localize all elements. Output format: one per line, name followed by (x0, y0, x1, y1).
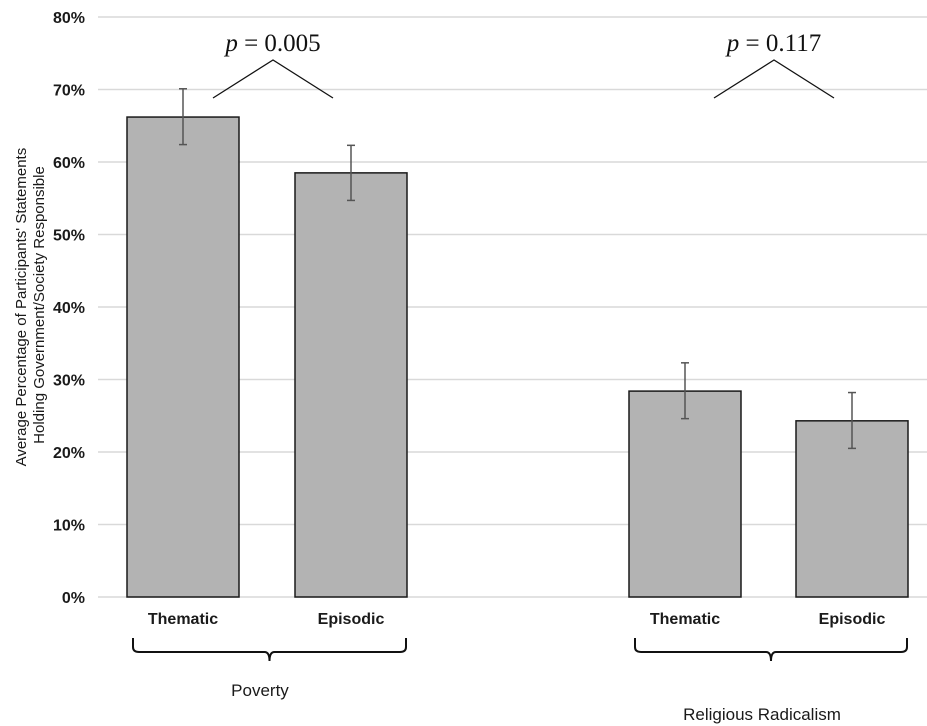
p-value-label: p = 0.005 (223, 30, 320, 57)
p-value-bracket (212, 59, 334, 99)
y-tick-label: 30% (53, 373, 85, 390)
y-tick-label: 10% (53, 518, 85, 535)
y-axis-label-line-2: Holding Government/Society Responsible (31, 166, 48, 444)
y-tick-label: 0% (62, 590, 85, 607)
p-symbol: p (725, 30, 740, 57)
p-value-label: p = 0.117 (725, 30, 821, 57)
y-tick-label: 60% (53, 155, 85, 172)
category-label: Thematic (148, 611, 218, 628)
error-bars (179, 88, 856, 450)
bar (628, 390, 742, 598)
p-value: = 0.005 (238, 30, 321, 57)
bars (126, 116, 909, 598)
group-brace (634, 638, 908, 662)
category-label: Thematic (650, 611, 720, 628)
y-tick-label: 80% (53, 10, 85, 27)
y-tick-label: 70% (53, 83, 85, 100)
y-axis-ticks: 0% 10% 20% 30% 40% 50% 60% 70% 80% (53, 10, 85, 607)
y-axis-label: Average Percentage of Participants' Stat… (13, 144, 48, 467)
y-tick-label: 40% (53, 300, 85, 317)
group-label: Religious Radicalism (683, 705, 841, 724)
category-label: Episodic (318, 611, 385, 628)
group-brace (132, 638, 407, 662)
category-label: Episodic (819, 611, 886, 628)
y-tick-label: 20% (53, 445, 85, 462)
y-axis-label-line-1: Average Percentage of Participants' Stat… (13, 148, 30, 467)
group-labels: Poverty Religious Radicalism (231, 681, 841, 724)
group-braces (132, 638, 908, 662)
group-label: Poverty (231, 681, 289, 700)
p-value-bracket (713, 59, 835, 99)
p-value-annotations: p = 0.005 p = 0.117 (212, 30, 835, 99)
y-tick-label: 50% (53, 228, 85, 245)
category-labels: Thematic Episodic Thematic Episodic (148, 611, 886, 628)
p-value: = 0.117 (739, 30, 821, 57)
bar (795, 420, 909, 598)
bar (126, 116, 240, 598)
p-symbol: p (223, 30, 238, 57)
bar (294, 172, 408, 598)
